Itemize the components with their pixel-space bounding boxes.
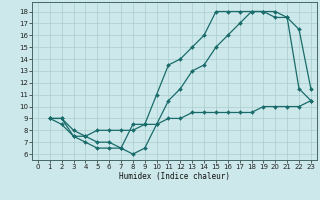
X-axis label: Humidex (Indice chaleur): Humidex (Indice chaleur) xyxy=(119,172,230,181)
